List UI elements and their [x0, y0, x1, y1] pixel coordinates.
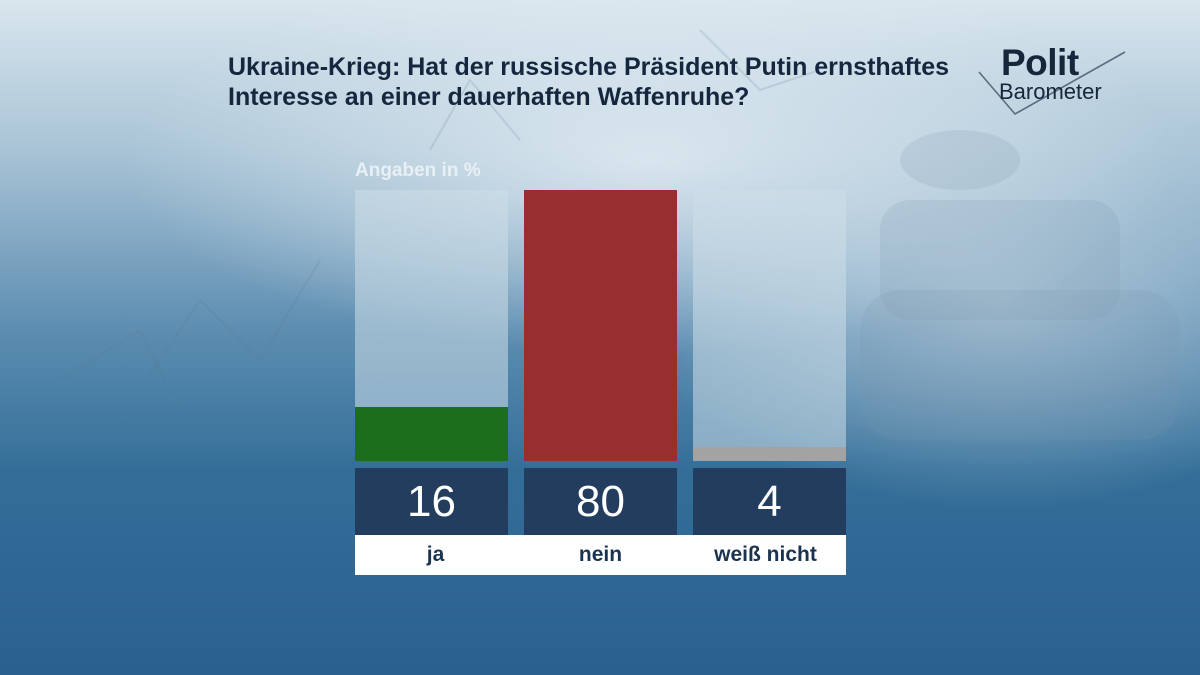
- chart-subtitle: Angaben in %: [355, 160, 481, 181]
- category-label-nein: nein: [516, 535, 685, 575]
- category-label-ja: ja: [355, 535, 516, 575]
- logo-line-2: Barometer: [999, 79, 1102, 104]
- bar-ja: [355, 407, 508, 461]
- bar-wei-nicht: [693, 447, 846, 461]
- value-label-wei-nicht: 4: [693, 468, 846, 535]
- checkmark-icon: [978, 51, 1126, 116]
- value-label-nein: 80: [524, 468, 677, 535]
- logo-line-1: Polit: [1001, 42, 1079, 83]
- bar-nein: [524, 190, 677, 461]
- column-background-wei-nicht: [693, 190, 846, 461]
- value-label-ja: 16: [355, 468, 508, 535]
- chart-title: Ukraine-Krieg: Hat der russische Präside…: [228, 53, 950, 111]
- politbarometer-logo: Polit Barometer: [975, 42, 1135, 122]
- category-label-wei-nicht: weiß nicht: [685, 535, 846, 575]
